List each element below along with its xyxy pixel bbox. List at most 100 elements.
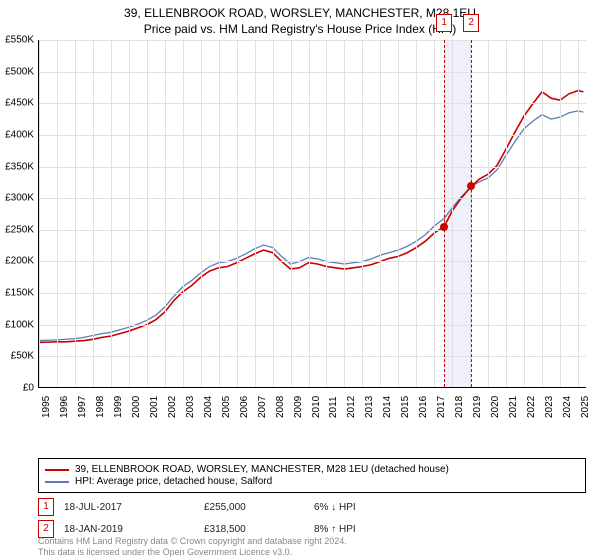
x-tick-label: 2023 [544, 396, 555, 418]
grid-v [506, 40, 507, 387]
x-tick-label: 2020 [490, 396, 501, 418]
attribution-line2: This data is licensed under the Open Gov… [38, 547, 347, 558]
grid-h [39, 135, 586, 136]
grid-v [452, 40, 453, 387]
grid-v [291, 40, 292, 387]
grid-v [165, 40, 166, 387]
x-tick-label: 1997 [77, 396, 88, 418]
marker-dot [467, 182, 475, 190]
transaction-delta: 6% ↓ HPI [314, 502, 414, 513]
marker-vline [444, 40, 445, 387]
grid-v [201, 40, 202, 387]
grid-h [39, 356, 586, 357]
x-tick-label: 2018 [454, 396, 465, 418]
grid-h [39, 325, 586, 326]
grid-v [219, 40, 220, 387]
x-tick-label: 2004 [203, 396, 214, 418]
chart-title-block: 39, ELLENBROOK ROAD, WORSLEY, MANCHESTER… [0, 0, 600, 40]
grid-v [398, 40, 399, 387]
x-tick-label: 2008 [275, 396, 286, 418]
x-tick-label: 2015 [400, 396, 411, 418]
grid-v [524, 40, 525, 387]
grid-v [380, 40, 381, 387]
transaction-date: 18-JAN-2019 [64, 524, 194, 535]
grid-v [309, 40, 310, 387]
grid-v [560, 40, 561, 387]
x-tick-label: 2009 [293, 396, 304, 418]
x-tick-label: 2012 [346, 396, 357, 418]
marker-vline [471, 40, 472, 387]
grid-v [93, 40, 94, 387]
legend: 39, ELLENBROOK ROAD, WORSLEY, MANCHESTER… [38, 458, 586, 493]
x-tick-label: 2005 [221, 396, 232, 418]
grid-v [129, 40, 130, 387]
grid-v [75, 40, 76, 387]
x-tick-label: 2019 [472, 396, 483, 418]
line-layer [39, 40, 587, 388]
legend-swatch [45, 469, 69, 471]
grid-v [344, 40, 345, 387]
legend-label: HPI: Average price, detached house, Salf… [75, 476, 272, 487]
grid-v [147, 40, 148, 387]
marker-dot [440, 223, 448, 231]
legend-item: HPI: Average price, detached house, Salf… [45, 476, 579, 487]
grid-h [39, 40, 586, 41]
grid-v [273, 40, 274, 387]
x-tick-label: 2025 [580, 396, 591, 418]
series-price_paid [39, 91, 583, 343]
legend-swatch [45, 481, 69, 483]
title-line1: 39, ELLENBROOK ROAD, WORSLEY, MANCHESTER… [0, 6, 600, 20]
legend-item: 39, ELLENBROOK ROAD, WORSLEY, MANCHESTER… [45, 464, 579, 475]
transaction-row: 1 18-JUL-2017 £255,000 6% ↓ HPI [38, 498, 586, 516]
y-tick-label: £50K [0, 351, 34, 362]
grid-h [39, 261, 586, 262]
x-tick-label: 2016 [418, 396, 429, 418]
attribution: Contains HM Land Registry data © Crown c… [38, 536, 347, 558]
x-tick-label: 2010 [311, 396, 322, 418]
y-tick-label: £250K [0, 224, 34, 235]
legend-label: 39, ELLENBROOK ROAD, WORSLEY, MANCHESTER… [75, 464, 449, 475]
transaction-price: £318,500 [204, 524, 304, 535]
x-tick-label: 2022 [526, 396, 537, 418]
transaction-price: £255,000 [204, 502, 304, 513]
x-tick-label: 2017 [436, 396, 447, 418]
x-tick-label: 2003 [185, 396, 196, 418]
x-tick-label: 1995 [41, 396, 52, 418]
x-tick-label: 1999 [113, 396, 124, 418]
grid-v [39, 40, 40, 387]
attribution-line1: Contains HM Land Registry data © Crown c… [38, 536, 347, 547]
x-tick-label: 1998 [95, 396, 106, 418]
y-tick-label: £300K [0, 193, 34, 204]
x-tick-label: 2014 [382, 396, 393, 418]
y-tick-label: £100K [0, 319, 34, 330]
x-tick-label: 2002 [167, 396, 178, 418]
y-tick-label: £400K [0, 129, 34, 140]
grid-h [39, 198, 586, 199]
grid-v [362, 40, 363, 387]
x-tick-label: 2021 [508, 396, 519, 418]
grid-h [39, 103, 586, 104]
grid-h [39, 72, 586, 73]
x-tick-label: 2011 [328, 396, 339, 418]
y-tick-label: £0 [0, 383, 34, 394]
grid-v [183, 40, 184, 387]
marker-box: 1 [38, 498, 54, 516]
grid-v [542, 40, 543, 387]
grid-v [57, 40, 58, 387]
x-tick-label: 1996 [59, 396, 70, 418]
x-tick-label: 2024 [562, 396, 573, 418]
y-tick-label: £200K [0, 256, 34, 267]
transaction-date: 18-JUL-2017 [64, 502, 194, 513]
x-tick-label: 2013 [364, 396, 375, 418]
x-tick-label: 2006 [239, 396, 250, 418]
marker-box-top: 2 [463, 14, 479, 32]
grid-v [488, 40, 489, 387]
grid-v [111, 40, 112, 387]
transaction-delta: 8% ↑ HPI [314, 524, 414, 535]
grid-v [578, 40, 579, 387]
grid-v [434, 40, 435, 387]
chart-area: £0£50K£100K£150K£200K£250K£300K£350K£400… [38, 40, 586, 420]
x-tick-label: 2001 [149, 396, 160, 418]
grid-v [237, 40, 238, 387]
x-tick-label: 2000 [131, 396, 142, 418]
